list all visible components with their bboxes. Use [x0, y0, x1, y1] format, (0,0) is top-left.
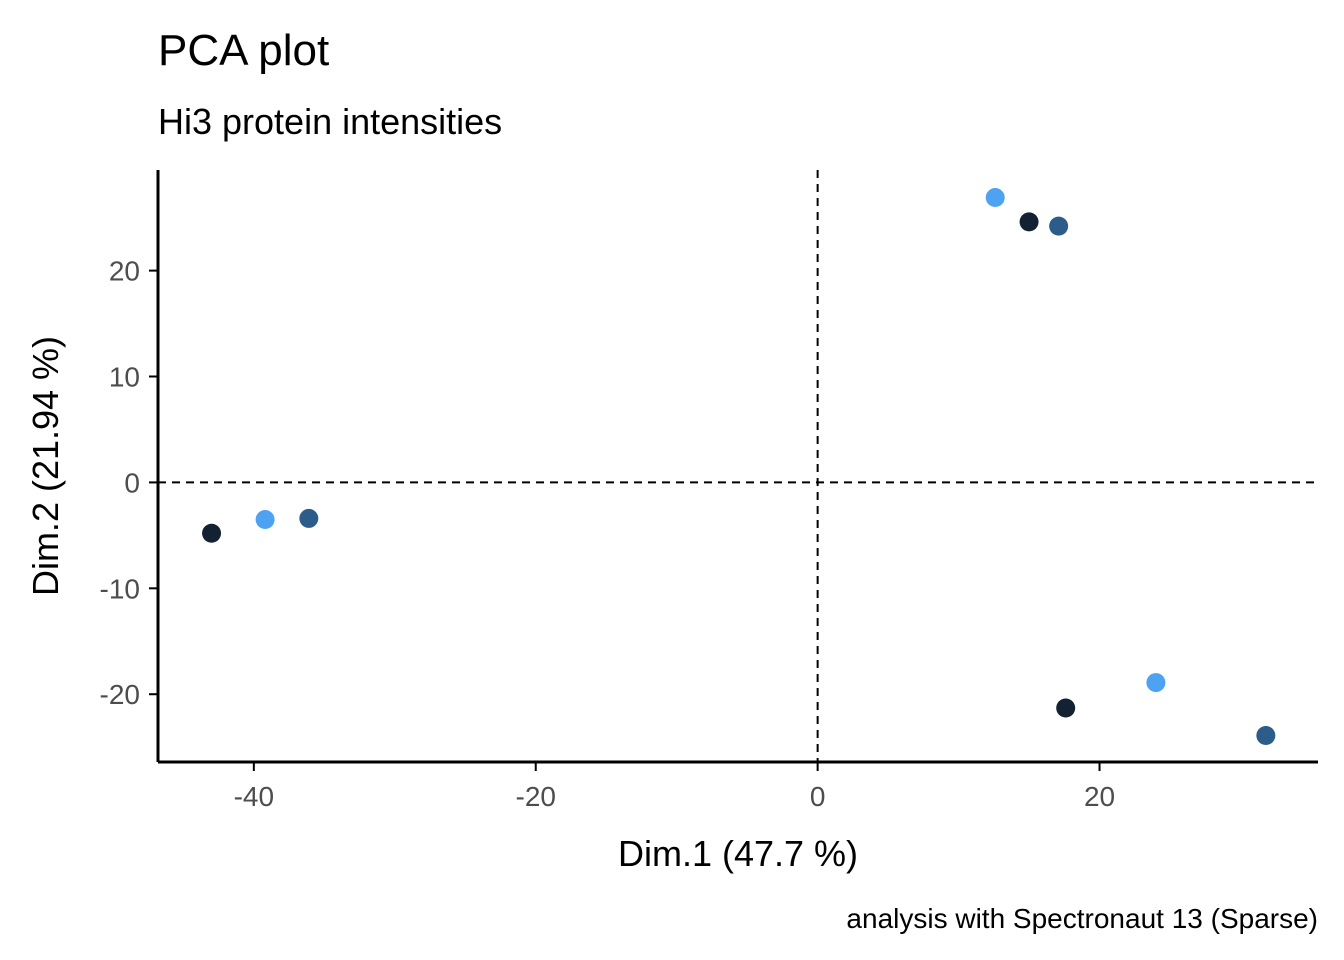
- data-point: [202, 523, 222, 543]
- y-tick-label: 0: [124, 467, 140, 498]
- x-tick-label: 0: [810, 781, 826, 812]
- data-point: [1019, 212, 1039, 232]
- plot-area: -40 -20 0 20 -20 -10 0 10 20: [100, 170, 1318, 812]
- data-point: [1056, 698, 1076, 718]
- x-tick-label: -20: [516, 781, 556, 812]
- chart-title: PCA plot: [158, 26, 329, 75]
- y-tick-label: -20: [100, 679, 140, 710]
- data-point: [1146, 673, 1166, 693]
- y-tick-label: -10: [100, 573, 140, 604]
- x-tick-label: 20: [1084, 781, 1115, 812]
- chart-caption: analysis with Spectronaut 13 (Sparse): [846, 903, 1318, 934]
- chart-subtitle: Hi3 protein intensities: [158, 101, 502, 142]
- data-point: [299, 508, 319, 528]
- data-point: [1049, 216, 1069, 236]
- data-point: [1256, 726, 1276, 746]
- y-tick-label: 10: [109, 362, 140, 393]
- x-tick-label: -40: [234, 781, 274, 812]
- y-axis-title: Dim.2 (21.94 %): [25, 336, 66, 596]
- data-point: [255, 509, 275, 529]
- x-axis-title: Dim.1 (47.7 %): [618, 833, 858, 874]
- data-point: [985, 188, 1005, 208]
- y-tick-label: 20: [109, 256, 140, 287]
